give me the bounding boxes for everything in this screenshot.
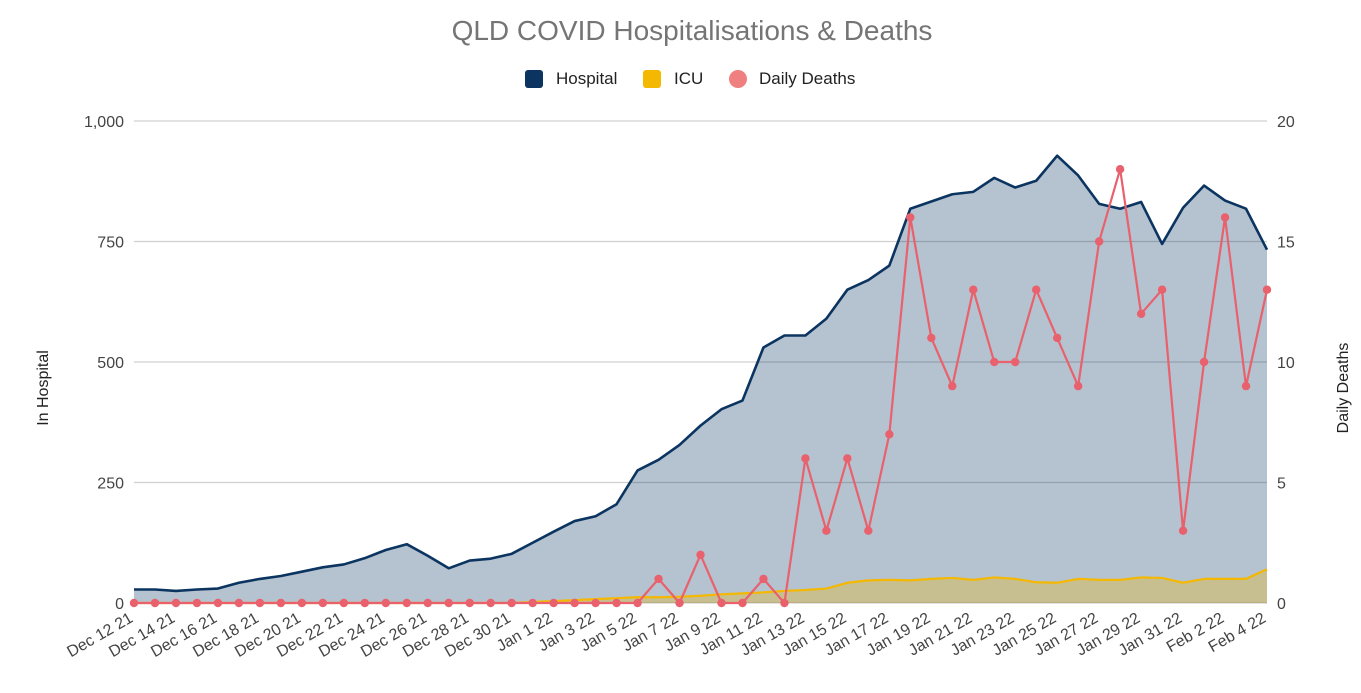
deaths-point xyxy=(591,598,600,608)
deaths-point xyxy=(612,598,621,608)
deaths-point xyxy=(234,598,244,608)
deaths-point xyxy=(171,598,181,608)
deaths-point xyxy=(864,526,873,535)
y-tick-right-label: 0 xyxy=(1277,596,1286,613)
deaths-point xyxy=(822,526,831,535)
deaths-point xyxy=(465,598,474,608)
deaths-point xyxy=(633,598,642,608)
y-axis-left-title: In Hospital xyxy=(35,350,52,426)
y-axis-right-title: Daily Deaths xyxy=(1335,343,1352,434)
deaths-point xyxy=(276,598,286,608)
deaths-point xyxy=(1157,285,1167,294)
deaths-point xyxy=(885,430,894,439)
legend-hospital-label: Hospital xyxy=(556,69,617,88)
deaths-point xyxy=(1115,165,1125,174)
deaths-point xyxy=(696,550,705,559)
deaths-point xyxy=(1094,237,1104,246)
deaths-point xyxy=(1073,381,1083,391)
deaths-point xyxy=(801,454,810,463)
deaths-point xyxy=(1178,526,1188,535)
deaths-point xyxy=(780,598,789,608)
deaths-point xyxy=(570,598,579,608)
death-markers xyxy=(129,165,1272,608)
y-axis-left-ticks: 0 250 500 750 1,000 xyxy=(84,114,124,613)
y-tick-right-label: 5 xyxy=(1277,476,1286,493)
y-tick-left-label: 1,000 xyxy=(84,114,124,131)
deaths-point xyxy=(654,574,663,584)
legend-hospital-swatch xyxy=(525,70,543,88)
y-tick-right-label: 20 xyxy=(1277,114,1295,131)
legend: Hospital ICU Daily Deaths xyxy=(525,69,855,88)
deaths-point xyxy=(507,598,516,608)
deaths-point xyxy=(486,598,495,608)
deaths-point xyxy=(1032,285,1041,294)
gridlines xyxy=(134,120,1267,604)
deaths-point xyxy=(360,598,369,608)
deaths-point xyxy=(948,381,957,391)
deaths-point xyxy=(528,598,537,608)
deaths-point xyxy=(759,574,768,584)
deaths-point xyxy=(255,598,265,608)
y-tick-left-label: 0 xyxy=(115,596,124,613)
deaths-point xyxy=(297,598,307,608)
y-tick-left-label: 500 xyxy=(97,355,124,372)
deaths-point xyxy=(1011,357,1020,367)
deaths-point xyxy=(990,357,999,367)
legend-deaths-label: Daily Deaths xyxy=(759,69,855,88)
legend-icu-label: ICU xyxy=(674,69,703,88)
deaths-point xyxy=(1136,309,1146,318)
deaths-point xyxy=(423,598,432,608)
deaths-point xyxy=(381,598,390,608)
deaths-point xyxy=(927,333,936,343)
y-axis-right-ticks: 0 5 10 15 20 xyxy=(1277,114,1295,613)
legend-deaths-swatch xyxy=(729,70,747,88)
deaths-point xyxy=(213,598,223,608)
y-tick-right-label: 15 xyxy=(1277,235,1295,252)
deaths-point xyxy=(1199,357,1209,367)
deaths-point xyxy=(717,598,726,608)
deaths-point xyxy=(906,213,915,222)
chart-title: QLD COVID Hospitalisations & Deaths xyxy=(452,15,933,46)
deaths-point xyxy=(150,598,160,608)
deaths-point xyxy=(129,598,139,608)
y-tick-left-label: 750 xyxy=(97,235,124,252)
deaths-point xyxy=(675,598,684,608)
y-tick-right-label: 10 xyxy=(1277,355,1295,372)
deaths-point xyxy=(969,285,978,294)
deaths-point xyxy=(1052,333,1062,343)
area-series xyxy=(134,155,1267,604)
deaths-point xyxy=(339,598,349,608)
hospital-area xyxy=(134,155,1267,604)
legend-icu-swatch xyxy=(643,70,661,88)
deaths-point xyxy=(444,598,453,608)
deaths-point xyxy=(402,598,411,608)
deaths-point xyxy=(192,598,202,608)
icu-area xyxy=(134,569,1267,603)
y-tick-left-label: 250 xyxy=(97,476,124,493)
deaths-point xyxy=(738,598,747,608)
deaths-point xyxy=(843,454,852,463)
deaths-point xyxy=(549,598,558,608)
deaths-point xyxy=(1220,213,1230,222)
deaths-point xyxy=(1241,381,1251,391)
hospital-line xyxy=(134,154,1269,593)
deaths-point xyxy=(1262,285,1272,294)
deaths-point xyxy=(318,598,328,608)
